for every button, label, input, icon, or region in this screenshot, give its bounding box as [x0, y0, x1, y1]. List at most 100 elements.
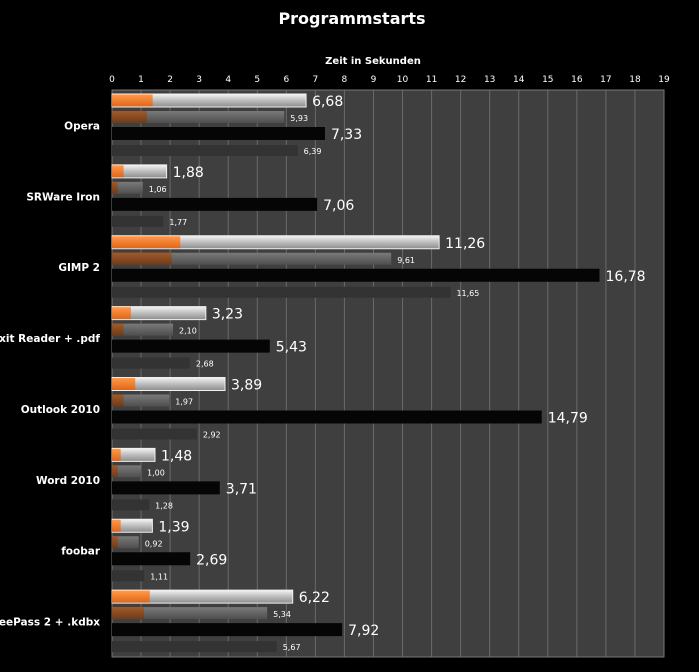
data-label: 0,92	[145, 539, 163, 548]
x-tick-label: 10	[397, 75, 409, 85]
bar-series-2	[112, 536, 139, 549]
data-label: 6,22	[299, 590, 330, 606]
x-tick-label: 17	[600, 75, 611, 85]
x-tick-label: 2	[167, 75, 173, 85]
data-label: 9,61	[397, 256, 415, 265]
data-label: 7,33	[331, 127, 362, 143]
data-label: 11,26	[445, 236, 485, 252]
category-label: Opera	[64, 120, 100, 132]
x-tick-label: 13	[484, 75, 495, 85]
bar-series-3	[112, 552, 191, 566]
data-label: 3,71	[226, 481, 257, 497]
bar-series-2	[112, 323, 174, 336]
data-label: 1,48	[161, 448, 192, 464]
bar-series-1-inner	[112, 378, 136, 390]
x-tick-label: 19	[658, 75, 670, 85]
data-label: 2,69	[196, 552, 227, 568]
bar-series-1-inner	[112, 590, 150, 603]
bar-series-3	[112, 410, 542, 424]
bar-series-4	[112, 286, 451, 298]
bar-series-1-inner	[112, 519, 121, 532]
bar-series-1-inner	[112, 448, 121, 461]
data-label: 1,77	[169, 218, 187, 227]
data-label: 11,65	[456, 289, 479, 298]
bar-series-3	[112, 339, 270, 353]
category-label: KeePass 2 + .kdbx	[0, 617, 100, 629]
x-axis-label: Zeit in Sekunden	[325, 56, 421, 67]
x-tick-label: 16	[571, 75, 583, 85]
bar-series-3	[112, 623, 343, 637]
data-label: 2,68	[196, 360, 214, 369]
data-label: 7,06	[323, 198, 354, 214]
x-tick-label: 12	[455, 75, 466, 85]
x-tick-label: 18	[629, 75, 641, 85]
data-label: 1,28	[155, 501, 173, 510]
data-label: 1,11	[150, 572, 168, 581]
plot-area: 0 1 2 3 4 5 6 7 8 9 10 11 12 13 14 15 16 17 18 19Opera6,685…	[0, 75, 670, 658]
bar-series-2-inner	[112, 323, 124, 336]
category-label: Word 2010	[36, 475, 100, 487]
x-tick-label: 4	[225, 75, 231, 85]
data-label: 6,39	[304, 147, 322, 156]
bar-series-2-inner	[112, 536, 118, 549]
data-label: 3,89	[231, 378, 262, 394]
data-label: 5,67	[283, 643, 301, 652]
bar-series-4	[112, 641, 277, 653]
data-label: 5,34	[273, 610, 291, 619]
bar-series-2-inner	[112, 465, 118, 478]
chart-title: Programmstarts	[278, 9, 425, 28]
x-tick-label: 0	[109, 75, 115, 85]
x-tick-label: 6	[283, 75, 289, 85]
data-label: 1,39	[158, 519, 189, 535]
x-tick-label: 11	[426, 75, 437, 85]
bar-series-3	[112, 268, 600, 282]
x-tick-label: 5	[254, 75, 260, 85]
bar-series-2-inner	[112, 607, 144, 620]
bar-series-4	[112, 145, 298, 156]
category-label: foobar	[61, 546, 101, 558]
bar-series-4	[112, 428, 197, 440]
data-label: 7,92	[348, 623, 379, 639]
data-label: 6,68	[312, 94, 343, 110]
bar-series-2-inner	[112, 252, 172, 265]
bar-series-2	[112, 394, 170, 407]
bar-series-1-inner	[112, 236, 181, 249]
bar-series-2	[112, 607, 268, 620]
x-tick-label: 15	[542, 75, 553, 85]
x-tick-label: 8	[342, 75, 348, 85]
data-label: 2,10	[179, 327, 197, 336]
bar-series-3	[112, 481, 220, 495]
bar-series-4	[112, 499, 150, 511]
bar-series-2	[112, 111, 285, 123]
x-tick-label: 9	[371, 75, 377, 85]
category-label: Outlook 2010	[21, 404, 100, 416]
bar-series-4	[112, 570, 145, 582]
bar-series-2	[112, 465, 142, 478]
plot-border	[111, 89, 665, 658]
data-label: 16,78	[606, 269, 646, 285]
data-label: 2,92	[203, 431, 221, 440]
bar-series-3	[112, 197, 318, 211]
bar-series-2-inner	[112, 394, 124, 407]
bar-series-3	[112, 127, 325, 140]
data-label: 1,00	[147, 468, 165, 477]
category-label: SRWare Iron	[26, 191, 100, 203]
data-label: 3,23	[212, 307, 243, 323]
x-tick-label: 3	[196, 75, 202, 85]
x-tick-label: 7	[313, 75, 319, 85]
bar-series-2	[112, 181, 143, 194]
category-label: Foxit Reader + .pdf	[0, 333, 100, 345]
bar-series-1-inner	[112, 94, 153, 107]
bar-series-2-inner	[112, 181, 118, 194]
x-tick-label: 1	[138, 75, 144, 85]
bar-series-2-inner	[112, 111, 147, 123]
bar-series-1-inner	[112, 165, 124, 178]
data-label: 5,93	[290, 114, 308, 123]
bar-series-2	[112, 252, 392, 265]
plot-background	[112, 90, 664, 657]
data-label: 5,43	[276, 340, 307, 356]
data-label: 1,97	[175, 398, 193, 407]
data-label: 1,06	[149, 185, 167, 194]
